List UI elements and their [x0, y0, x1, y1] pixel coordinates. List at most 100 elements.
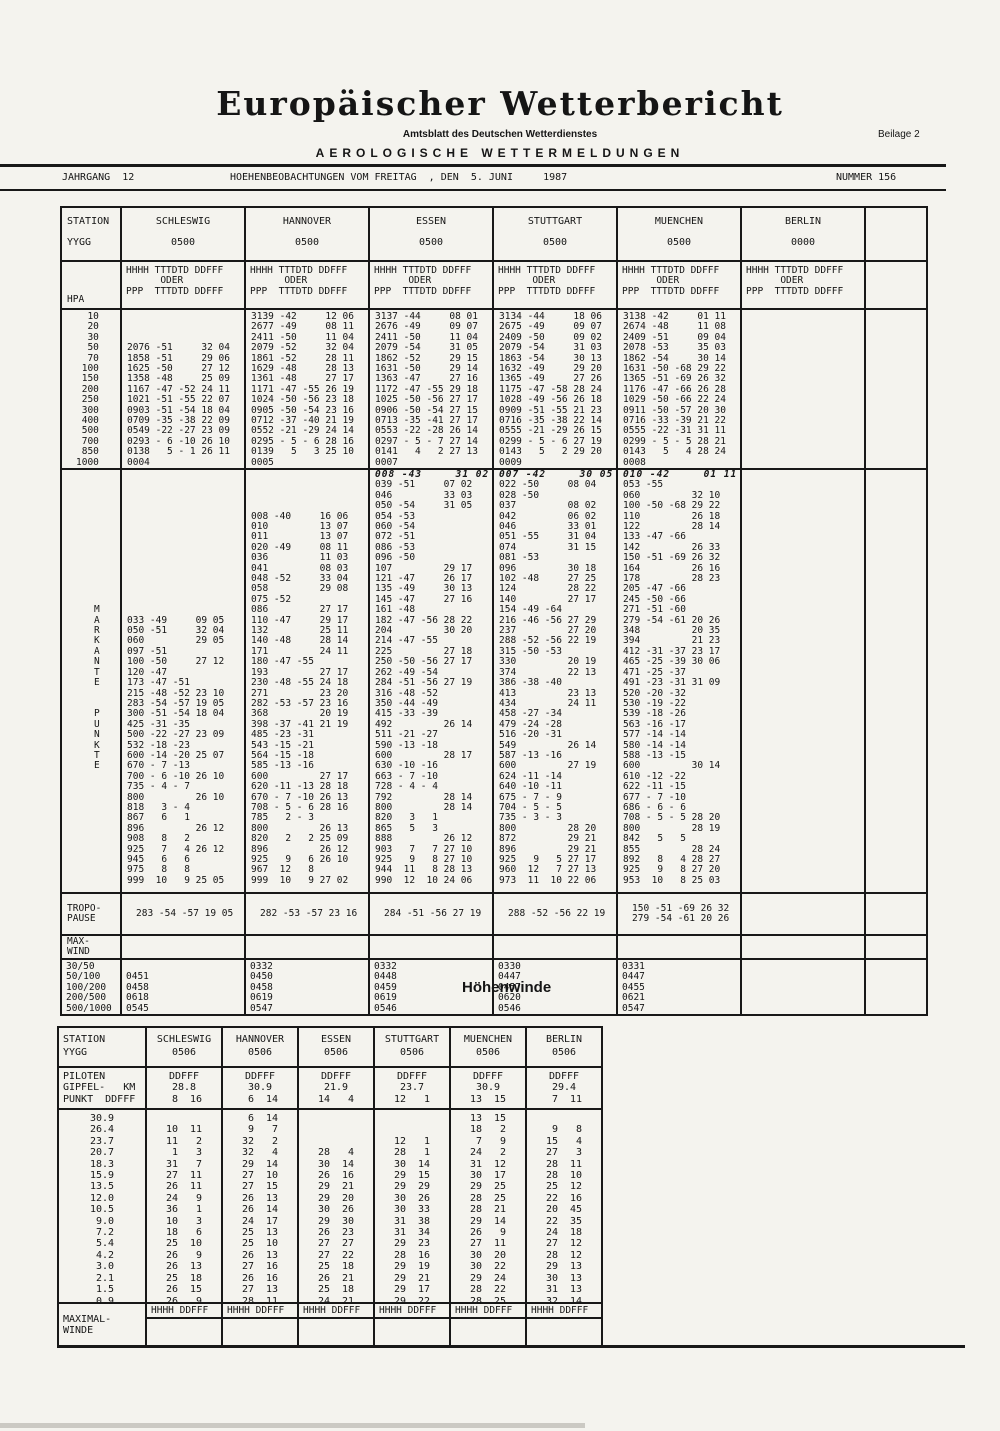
section-title: AEROLOGISCHE WETTERMELDUNGEN — [315, 146, 685, 160]
code-format: HHHH TTTDTD DDFFF ODER PPP TTTDTD DDFFF — [250, 265, 348, 297]
station-header-hannover: HANNOVER 0500 — [244, 208, 368, 260]
hoehenwinde-table: STATION YYGG SCHLESWIG 0506 HANNOVER 050… — [57, 1026, 603, 1348]
pressure-levels-labels: 10 20 30 50 70 100 150 200 250 300 400 5… — [76, 311, 99, 468]
hw-station-muenchen: MUENCHEN 0506 — [449, 1028, 525, 1066]
layer-data-essen: 0332 0448 0459 0619 0546 — [368, 960, 492, 1014]
hw-station-hannover: HANNOVER 0506 — [221, 1028, 297, 1066]
piloten-schleswig: DDFFF 28.8 8 16 — [145, 1068, 221, 1108]
code-format-cell: HHHH TTTDTD DDFFF ODER PPP TTTDTD DDFFF — [740, 262, 864, 308]
altitude-labels: 30.9 26.4 23.7 20.7 18.3 15.9 13.5 12.0 … — [89, 1113, 115, 1307]
code-format: HHHH TTTDTD DDFFF ODER PPP TTTDTD DDFFF — [374, 265, 472, 297]
station-name: STUTTGART — [527, 216, 583, 227]
station-label: STATION — [63, 1034, 106, 1045]
altitude-winds-berlin: 9 8 15 4 27 3 28 11 28 10 25 12 22 16 20… — [525, 1110, 601, 1307]
code-format: HHHH TTTDTD DDFFF ODER PPP TTTDTD DDFFF — [498, 265, 596, 297]
piloten-muenchen: DDFFF 30.9 13 15 — [449, 1068, 525, 1108]
station-name: HANNOVER — [282, 216, 332, 227]
handwritten-entry: 008 -43 31 02 — [375, 469, 490, 480]
significant-data-essen: 008 -43 31 02 039 -51 07 02 046 33 03 05… — [368, 469, 492, 892]
code-format-cell: HHHH TTTDTD DDFFF ODER PPP TTTDTD DDFFF — [120, 262, 244, 308]
station-time: 0500 — [418, 237, 444, 249]
station-header-essen: ESSEN 0500 — [368, 208, 492, 260]
station-header-berlin: BERLIN 0000 — [740, 208, 864, 260]
page-subtitle: Amtsblatt des Deutschen Wetterdienstes — [402, 129, 598, 140]
empty-column-cell — [864, 470, 926, 892]
hw-maximal-band: MAXIMAL- WINDE HHHH DDFFF HHHH DDFFF HHH… — [59, 1302, 601, 1346]
handwritten-entry — [246, 470, 368, 480]
station-name: BERLIN — [784, 216, 822, 227]
altitude-winds-schleswig: 10 11 11 2 1 3 31 7 27 11 26 11 24 9 36 … — [145, 1110, 221, 1307]
bottom-rule — [57, 1345, 965, 1348]
code-format: HHHH TTTDTD DDFFF ODER PPP TTTDTD DDFFF — [622, 265, 720, 297]
empty-column-header — [864, 208, 926, 260]
code-format: HHHH TTTDTD DDFFF ODER PPP TTTDTD DDFFF — [746, 265, 844, 297]
layer-labels: 30/50 50/100 100/200 200/500 500/1000 — [66, 961, 112, 1014]
hpa-label: HPA — [67, 293, 85, 305]
station-time: 0000 — [790, 237, 816, 249]
significant-data-stuttgart: 007 -42 30 05 022 -50 08 04 028 -50 037 … — [492, 469, 616, 892]
significant-data-schleswig: 033 -49 09 05 050 -51 32 04 060 29 05 09… — [120, 470, 244, 892]
significant-points-band: M A R K A N T E P U N K T E 033 -49 09 0… — [62, 468, 926, 892]
piloten-essen: DDFFF 21.9 14 4 — [297, 1068, 373, 1108]
handwritten-entry: 007 -42 30 05 — [499, 469, 614, 480]
significant-data-muenchen: 010 -42 01 11 053 -55 060 32 10 100 -50 … — [616, 469, 740, 892]
hoehenwinde-title: Höhenwinde — [462, 979, 552, 996]
piloten-stuttgart: DDFFF 23.7 12 1 — [373, 1068, 449, 1108]
hpa-label-cell: HPA — [62, 262, 120, 308]
pressure-data-berlin — [740, 310, 864, 468]
hw-station-schleswig: SCHLESWIG 0506 — [145, 1028, 221, 1066]
altitude-winds-essen: 28 4 30 14 26 16 29 21 29 20 30 26 29 30… — [297, 1110, 373, 1307]
layer-data-hannover: 0332 0450 0458 0619 0547 — [244, 960, 368, 1014]
pressure-levels-band: 10 20 30 50 70 100 150 200 250 300 400 5… — [62, 308, 926, 468]
main-table: STATION YYGG SCHLESWIG 0500 HANNOVER 050… — [60, 206, 928, 1016]
hhhh-ddfff-header: HHHH DDFFF — [451, 1304, 525, 1319]
supplement-label: Beilage 2 — [878, 129, 920, 140]
handwritten-entry: 010 -42 01 11 — [623, 469, 738, 480]
maxwind-label-band: MAX- WIND — [62, 934, 926, 958]
handwritten-entry — [742, 470, 864, 480]
page-title: Europäischer Wetterbericht — [216, 84, 784, 123]
altitude-winds-hannover: 6 14 9 7 32 2 32 4 29 14 27 10 27 15 26 … — [221, 1110, 297, 1307]
hhhh-ddfff-header: HHHH DDFFF — [147, 1304, 221, 1319]
code-format-cell: HHHH TTTDTD DDFFF ODER PPP TTTDTD DDFFF — [616, 262, 740, 308]
nummer-label: NUMMER 156 — [836, 172, 897, 183]
significant-data-berlin — [740, 470, 864, 892]
empty-column-cell — [864, 894, 926, 934]
yygg-label: YYGG — [67, 237, 92, 249]
station-header-stuttgart: STUTTGART 0500 — [492, 208, 616, 260]
hw-station-label-cell: STATION YYGG — [59, 1028, 145, 1066]
station-time: 0500 — [170, 237, 196, 249]
code-format-cell: HHHH TTTDTD DDFFF ODER PPP TTTDTD DDFFF — [244, 262, 368, 308]
altitude-winds-muenchen: 13 15 18 2 7 9 24 2 31 12 30 17 29 25 28… — [449, 1110, 525, 1307]
pressure-data-essen: 3137 -44 08 01 2676 -49 09 07 2411 -50 1… — [368, 310, 492, 468]
maxwind-label: MAX- WIND — [67, 936, 90, 958]
code-format-row: HPA HHHH TTTDTD DDFFF ODER PPP TTTDTD DD… — [62, 260, 926, 308]
altitude-winds-stuttgart: 12 1 28 1 30 14 29 15 29 29 30 26 30 33 … — [373, 1110, 449, 1307]
tropopause-hannover: 282 -53 -57 23 16 — [244, 894, 368, 934]
station-name: SCHLESWIG — [155, 216, 211, 227]
handwritten-entry — [122, 470, 244, 480]
station-name: ESSEN — [415, 216, 447, 227]
pressure-data-stuttgart: 3134 -44 18 06 2675 -49 09 07 2409 -50 0… — [492, 310, 616, 468]
header-rule-thick — [0, 164, 946, 167]
station-header-schleswig: SCHLESWIG 0500 — [120, 208, 244, 260]
code-format-cell: HHHH TTTDTD DDFFF ODER PPP TTTDTD DDFFF — [492, 262, 616, 308]
tropopause-essen: 284 -51 -56 27 19 — [368, 894, 492, 934]
jahrgang-label: JAHRGANG 12 — [62, 172, 135, 183]
tropopause-berlin — [740, 894, 864, 934]
layer-data-stuttgart: 0330 0447 0457 0620 0546 — [492, 960, 616, 1014]
hw-header-row: STATION YYGG SCHLESWIG 0506 HANNOVER 050… — [59, 1028, 601, 1066]
station-time: 0500 — [542, 237, 568, 249]
station-header-muenchen: MUENCHEN 0500 — [616, 208, 740, 260]
hw-station-essen: ESSEN 0506 — [297, 1028, 373, 1066]
significant-data-hannover: 008 -40 16 06 010 13 07 011 13 07 020 -4… — [244, 470, 368, 892]
hhhh-ddfff-header: HHHH DDFFF — [299, 1304, 373, 1319]
tropopause-stuttgart: 288 -52 -56 22 19 — [492, 894, 616, 934]
piloten-label: PILOTEN GIPFEL- KM PUNKT DDFFF — [63, 1071, 136, 1105]
hw-station-stuttgart: STUTTGART 0506 — [373, 1028, 449, 1066]
hw-piloten-row: PILOTEN GIPFEL- KM PUNKT DDFFF DDFFF 28.… — [59, 1066, 601, 1108]
tropopause-muenchen: 150 -51 -69 26 32 279 -54 -61 20 26 — [616, 894, 740, 934]
code-format-cell: HHHH TTTDTD DDFFF ODER PPP TTTDTD DDFFF — [368, 262, 492, 308]
scan-artifact-strip — [0, 1423, 585, 1428]
piloten-hannover: DDFFF 30.9 6 14 — [221, 1068, 297, 1108]
